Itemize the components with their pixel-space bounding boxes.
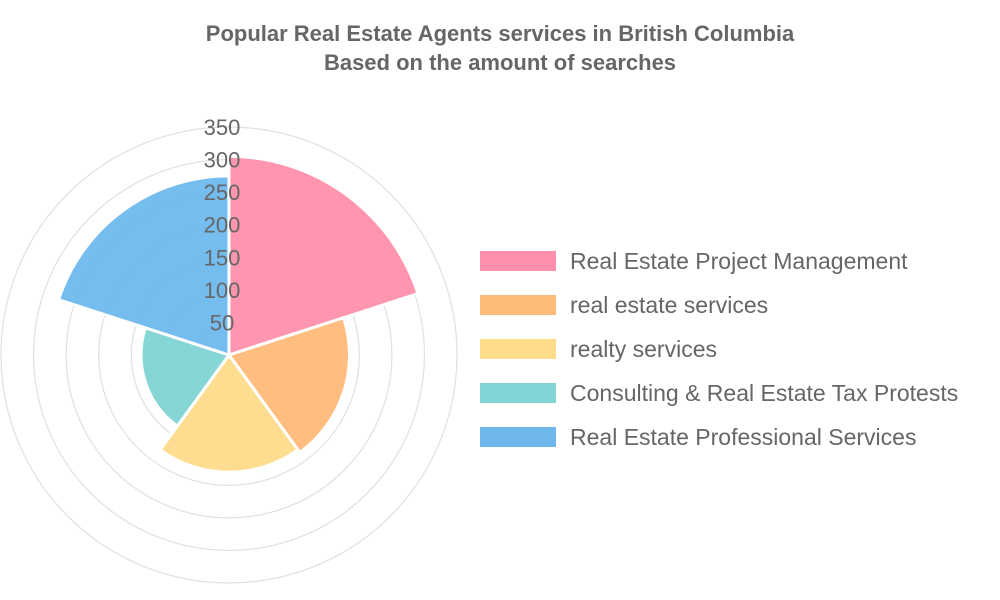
chart-segments [56,154,420,474]
radial-tick-label-50: 50 [210,310,234,335]
segment-0[interactable] [227,154,420,358]
legend-label: real estate services [570,292,769,318]
legend-swatch [480,251,556,271]
legend-swatch [480,295,556,315]
legend-swatch [480,427,556,447]
legend-label: Real Estate Professional Services [570,424,917,450]
legend-swatch [480,339,556,359]
radial-tick-label-200: 200 [204,213,241,238]
radial-tick-label-150: 150 [204,245,241,270]
legend-swatch [480,383,556,403]
segment-4[interactable] [56,174,231,358]
radial-tick-label-350: 350 [204,115,241,140]
segment-2[interactable] [157,352,301,474]
chart-title-line-1: Popular Real Estate Agents services in B… [205,21,795,46]
radial-tick-label-250: 250 [204,180,241,205]
legend-label: Consulting & Real Estate Tax Protests [570,380,959,406]
legend-label: realty services [570,336,717,362]
segment-1[interactable] [226,315,351,455]
grid-ring-350 [0,126,458,584]
segment-3[interactable] [139,325,232,429]
radial-tick-label-100: 100 [204,278,241,303]
chart-title-line-2: Based on the amount of searches [323,50,677,75]
radial-tick-label-300: 300 [204,148,241,173]
radial-ticks: 50 100 150 200 250 300 350 [204,115,241,335]
legend-label: Real Estate Project Management [570,248,908,274]
